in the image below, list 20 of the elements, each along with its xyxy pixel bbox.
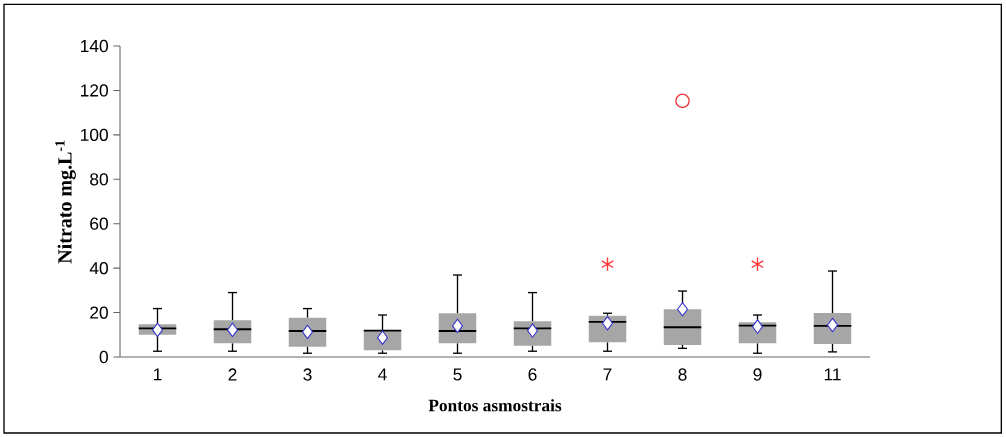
- y-tick-label: 20: [90, 306, 108, 319]
- y-axis-title: Nitrato mg.L$^{-1}$: [55, 140, 76, 264]
- x-tick-label: 11: [824, 368, 841, 381]
- y-tick-label: 120: [81, 84, 108, 97]
- y-tick-label: 40: [89, 262, 108, 275]
- x-tick-label: 9: [753, 368, 762, 381]
- x-tick-label: 7: [603, 368, 612, 381]
- y-tick-label: 0: [99, 350, 108, 364]
- x-tick-label: 2: [228, 368, 237, 381]
- y-tick-label: 60: [90, 217, 108, 230]
- y-tick-label: 100: [81, 128, 108, 141]
- x-tick-label: 6: [528, 368, 537, 381]
- y-tick-label: 80: [90, 173, 108, 186]
- x-axis-title: Pontos asmostrais: [428, 399, 562, 412]
- x-tick-label: 5: [453, 368, 462, 381]
- x-tick-label: 8: [678, 368, 687, 381]
- x-tick-label: 1: [154, 368, 162, 381]
- y-tick-label: 140: [81, 39, 108, 53]
- x-tick-label: 3: [303, 368, 312, 381]
- x-tick-label: 4: [378, 368, 387, 381]
